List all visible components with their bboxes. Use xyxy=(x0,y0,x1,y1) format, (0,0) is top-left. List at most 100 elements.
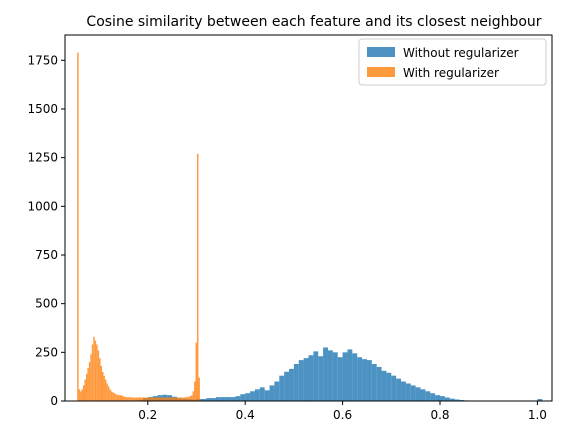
histogram-bar xyxy=(416,387,421,401)
x-tick-label: 0.6 xyxy=(333,408,352,422)
histogram-bar xyxy=(323,347,328,401)
histogram-bar xyxy=(166,398,167,402)
histogram-bar xyxy=(184,398,185,402)
histogram-bar xyxy=(188,397,189,401)
histogram-bar xyxy=(274,382,279,401)
histogram-bar xyxy=(112,392,113,401)
histogram-bar xyxy=(114,393,115,401)
histogram-bar xyxy=(250,391,255,401)
histogram-bar xyxy=(121,396,122,401)
series-1 xyxy=(77,53,200,401)
legend-label: With regularizer xyxy=(403,66,499,80)
histogram-bar xyxy=(430,393,435,401)
histogram-bar xyxy=(396,379,401,401)
histogram-bar xyxy=(172,398,173,402)
histogram-bar xyxy=(191,395,192,401)
x-tick-label: 0.8 xyxy=(430,408,449,422)
histogram-bar xyxy=(309,355,314,401)
histogram-bar xyxy=(328,350,333,401)
histogram-bar xyxy=(153,398,154,402)
histogram-bar xyxy=(128,397,129,401)
histogram-bar xyxy=(194,382,195,401)
legend-label: Without regularizer xyxy=(403,46,519,60)
histogram-bar xyxy=(343,352,348,401)
histogram-bar xyxy=(338,357,343,401)
histogram-bar xyxy=(162,398,163,402)
histogram-bar xyxy=(163,398,164,402)
histogram-bar xyxy=(141,398,142,402)
histogram-bar xyxy=(136,398,137,402)
histogram-bar xyxy=(99,358,100,401)
histogram-bar xyxy=(179,398,180,402)
histogram-bar xyxy=(196,343,197,401)
histogram-bar xyxy=(105,380,106,401)
histogram-bar xyxy=(401,382,406,401)
histogram-bar xyxy=(265,390,270,401)
histogram-bar xyxy=(79,389,80,401)
histogram-bar xyxy=(124,397,125,401)
histogram-bar xyxy=(77,53,78,401)
legend: Without regularizer With regularizer xyxy=(359,39,546,85)
histogram-bar xyxy=(181,398,182,402)
histogram-bar xyxy=(115,394,116,401)
histogram-bar xyxy=(318,356,323,401)
histogram-bar xyxy=(231,397,236,401)
histogram-bar xyxy=(90,354,91,401)
histogram-bar xyxy=(382,371,387,401)
histogram-bar xyxy=(221,397,226,401)
histogram-bar xyxy=(169,398,170,402)
histogram-bar xyxy=(168,398,169,402)
histogram-bar xyxy=(284,372,289,401)
histogram-bar xyxy=(270,385,275,401)
histogram-bar xyxy=(304,358,309,401)
histogram-bar xyxy=(101,366,102,401)
histogram-bar xyxy=(182,398,183,402)
histogram-bar xyxy=(377,367,382,401)
histogram-bar xyxy=(92,345,93,401)
histogram-bar xyxy=(80,391,81,401)
y-tick-label: 250 xyxy=(35,345,58,359)
histogram-bar xyxy=(155,398,156,402)
histogram-bar xyxy=(294,364,299,401)
histogram-bar xyxy=(152,398,153,402)
histogram-bar xyxy=(352,353,357,401)
histogram-bar xyxy=(178,398,179,402)
x-tick-label: 1.0 xyxy=(528,408,547,422)
y-tick-label: 1000 xyxy=(27,199,58,213)
histogram-bar xyxy=(187,397,188,401)
histogram-bar xyxy=(89,362,90,401)
histogram-bar xyxy=(87,368,88,401)
histogram-bar xyxy=(122,396,123,401)
histogram-bar xyxy=(147,398,148,402)
histogram-bar xyxy=(158,398,159,402)
histogram-bar xyxy=(216,397,221,401)
histogram-bar xyxy=(357,357,362,401)
histogram-bar xyxy=(171,398,172,402)
histogram-bar xyxy=(118,395,119,401)
histogram-bar xyxy=(117,395,118,401)
histogram-bar xyxy=(174,398,175,402)
histogram-bar xyxy=(159,398,160,402)
histogram-bar xyxy=(156,398,157,402)
legend-swatch xyxy=(367,67,395,77)
histogram-bar xyxy=(260,387,265,401)
y-tick-label: 1500 xyxy=(27,102,58,116)
histogram-bar xyxy=(435,395,440,401)
bars-layer xyxy=(77,53,542,401)
histogram-bar xyxy=(425,391,430,401)
histogram-bar xyxy=(139,398,140,402)
histogram-bar xyxy=(150,398,151,402)
histogram-bar xyxy=(160,398,161,402)
histogram-bar xyxy=(313,351,318,401)
histogram-bar xyxy=(411,385,416,401)
histogram-bar xyxy=(103,376,104,401)
histogram-bar xyxy=(177,398,178,402)
histogram-bar xyxy=(82,389,83,401)
plot-frame xyxy=(65,35,552,401)
histogram-bar xyxy=(137,398,138,402)
histogram-bar xyxy=(279,376,284,401)
histogram-bar xyxy=(406,383,411,401)
histogram-bar xyxy=(299,360,304,401)
